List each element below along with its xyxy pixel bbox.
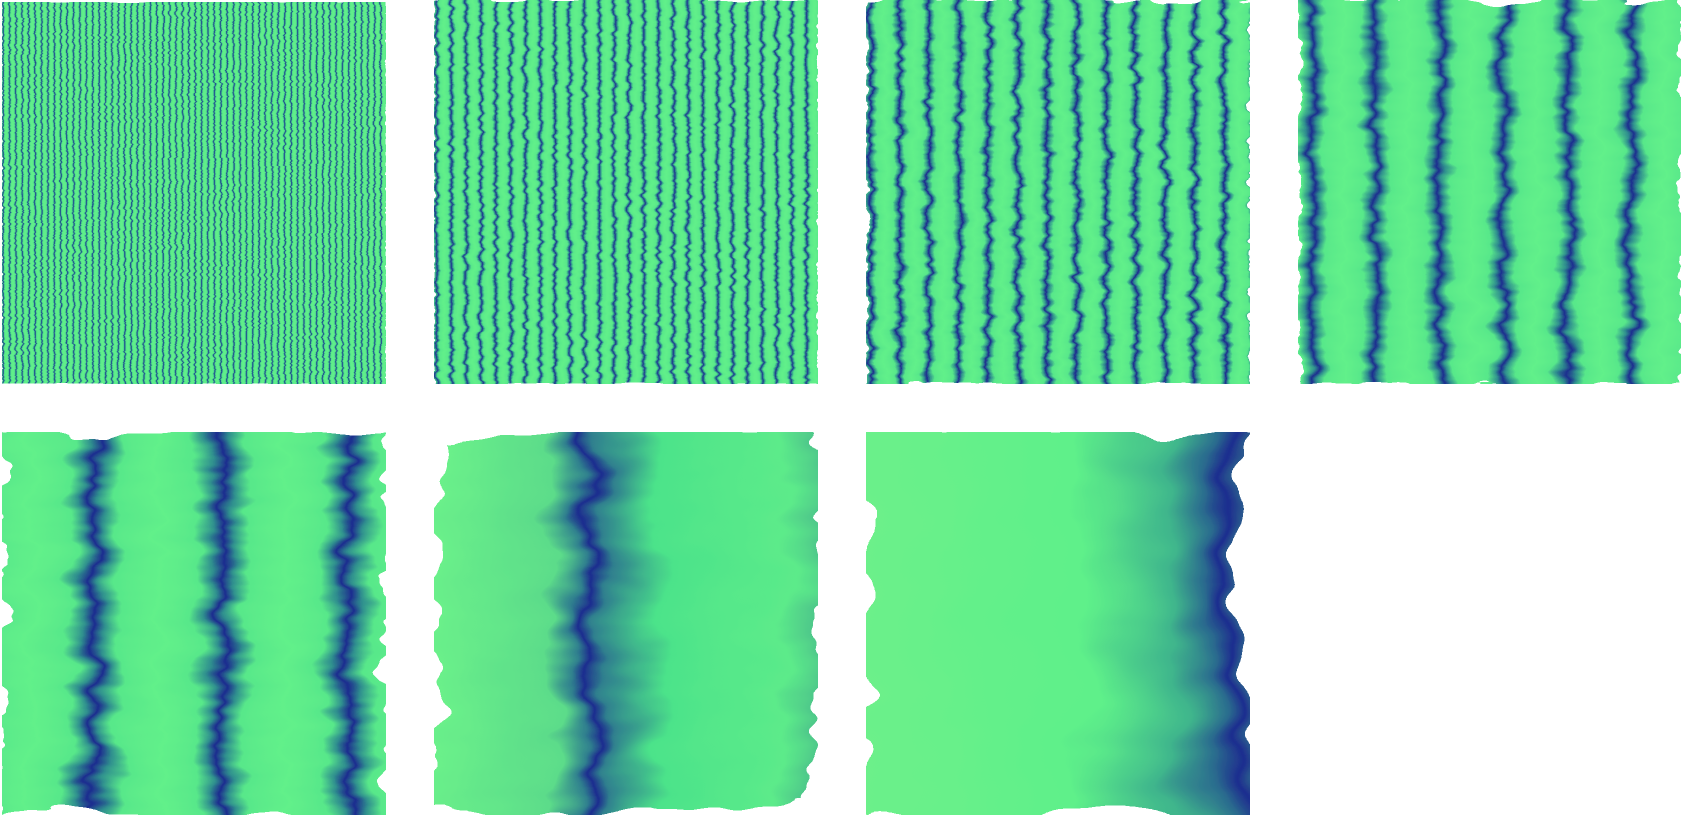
texture-grid bbox=[0, 0, 1681, 815]
texture-tile bbox=[866, 432, 1250, 815]
texture-tile bbox=[434, 432, 818, 815]
page: {} bbox=[0, 0, 1681, 815]
texture-tile bbox=[866, 0, 1250, 384]
texture-tile bbox=[2, 432, 386, 815]
texture-tile bbox=[2, 2, 386, 384]
texture-tile bbox=[1298, 0, 1681, 384]
texture-tile bbox=[434, 0, 818, 384]
